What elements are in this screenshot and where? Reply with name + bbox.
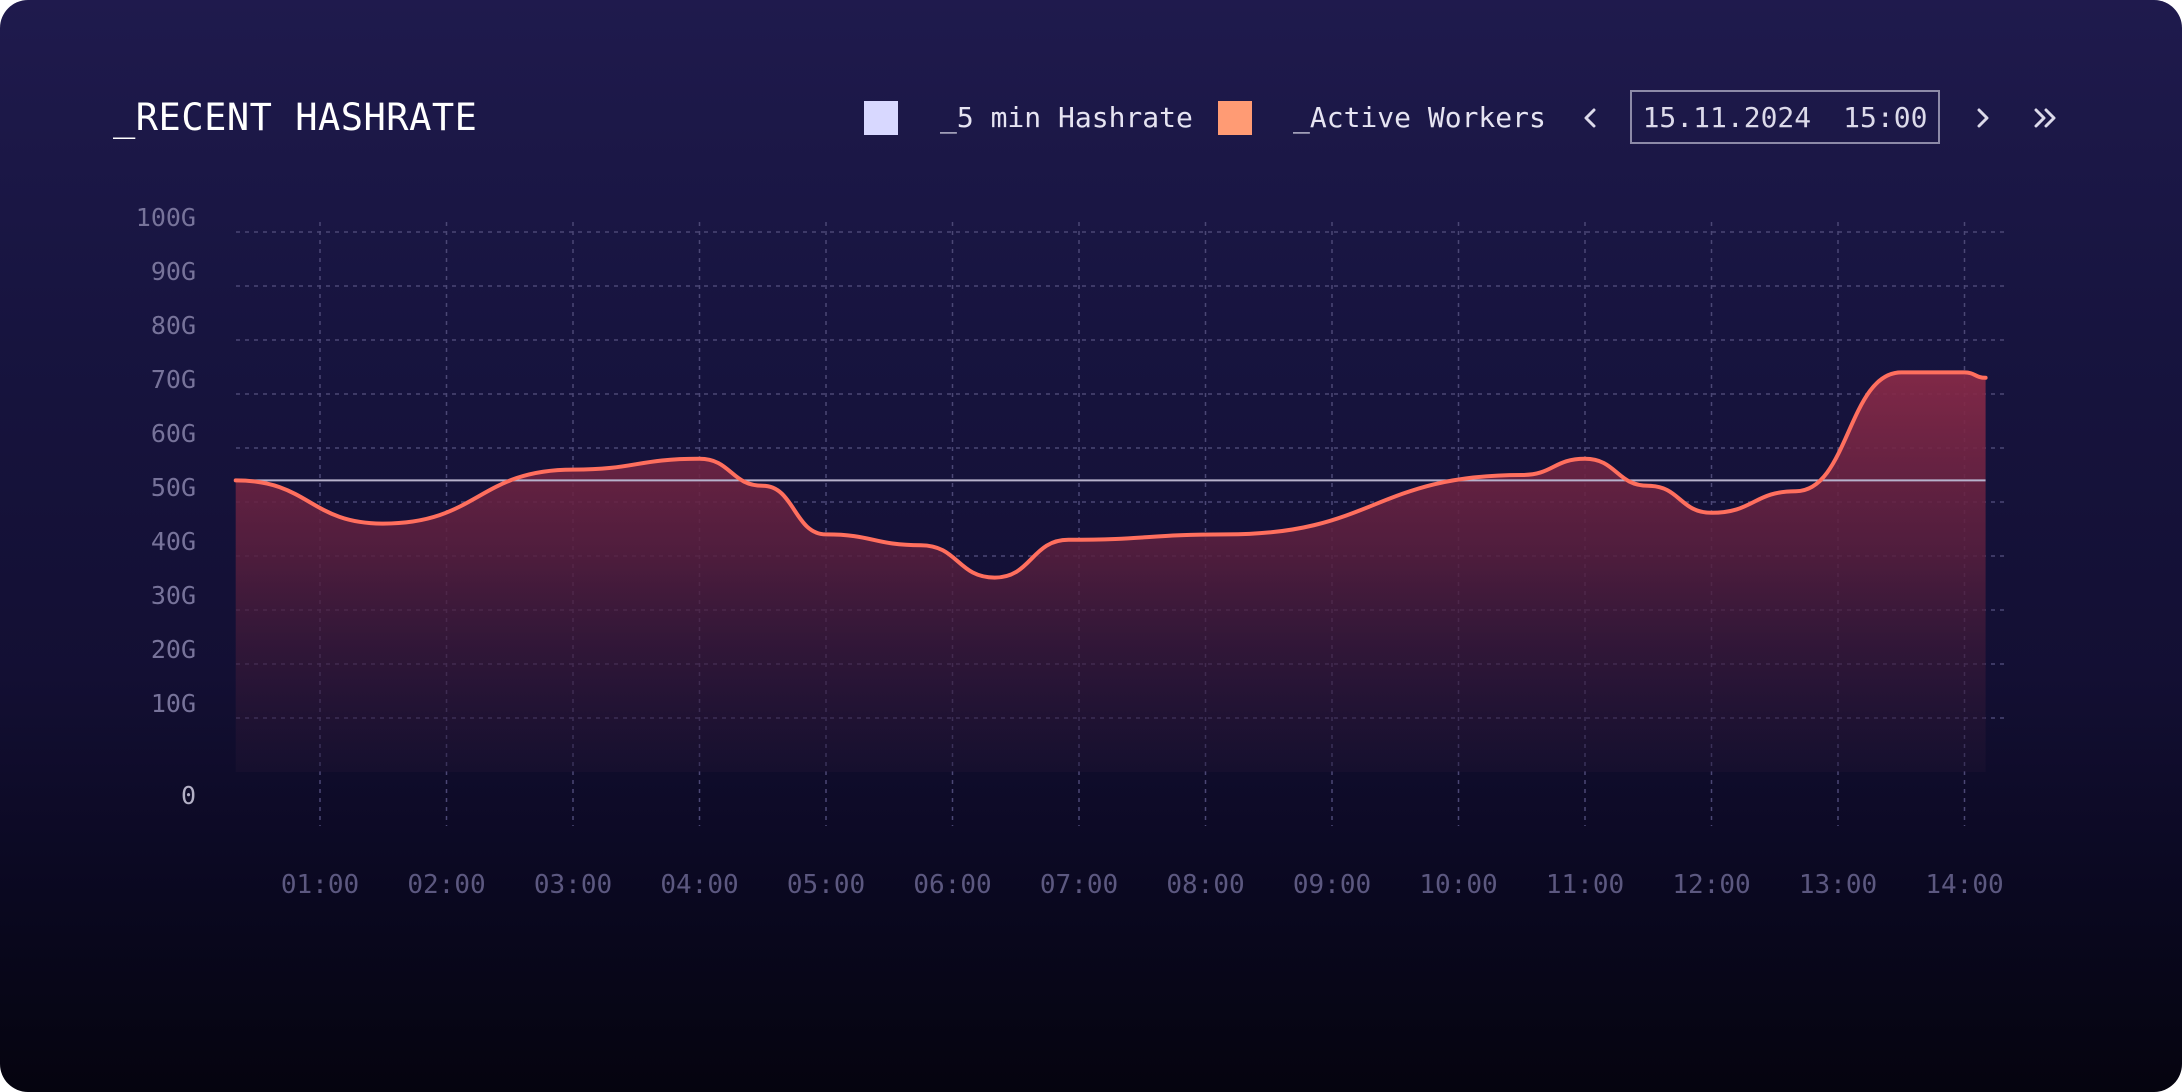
- next-button[interactable]: [1960, 96, 2004, 140]
- last-button[interactable]: [2024, 96, 2068, 140]
- date-value: 15.11.2024: [1642, 100, 1812, 134]
- y-tick-label: 80G: [151, 311, 196, 340]
- x-tick-label: 02:00: [407, 870, 485, 900]
- x-axis: 01:00 02:00 03:00 04:00 05:00 06:00 07:00 08:00…: [281, 870, 2004, 900]
- date-time-field[interactable]: 15.11.2024 15:00: [1630, 90, 1940, 144]
- x-tick-label: 08:00: [1166, 870, 1244, 900]
- prev-button[interactable]: [1569, 96, 1613, 140]
- page-title: _RECENT HASHRATE: [113, 96, 478, 139]
- x-tick-label: 14:00: [1925, 870, 2003, 900]
- x-tick-label: 11:00: [1546, 870, 1624, 900]
- time-value: 15:00: [1843, 100, 1928, 134]
- y-tick-label: 100G: [136, 203, 196, 232]
- x-tick-label: 05:00: [787, 870, 865, 900]
- y-tick-label: 50G: [151, 473, 196, 502]
- y-tick-label: 30G: [151, 581, 196, 610]
- chevron-right-icon: [1977, 108, 1989, 128]
- y-tick-label: 10G: [151, 689, 196, 718]
- x-tick-label: 04:00: [660, 870, 738, 900]
- legend-swatch-workers[interactable]: [1218, 101, 1252, 135]
- hashrate-line: [233, 370, 1988, 580]
- x-tick-label: 06:00: [913, 870, 991, 900]
- x-tick-label: 03:00: [534, 870, 612, 900]
- x-tick-label: 01:00: [281, 870, 359, 900]
- y-tick-label: 70G: [151, 365, 196, 394]
- legend-label-hashrate[interactable]: _5 min Hashrate: [940, 101, 1193, 134]
- x-tick-label: 12:00: [1672, 870, 1750, 900]
- x-tick-label: 09:00: [1293, 870, 1371, 900]
- chevron-double-right-icon: [2034, 108, 2056, 128]
- y-tick-label: 20G: [151, 635, 196, 664]
- legend-label-workers[interactable]: _Active Workers: [1293, 101, 1546, 134]
- legend-swatch-hashrate[interactable]: [864, 101, 898, 135]
- chevron-left-icon: [1584, 108, 1596, 128]
- y-axis: 0 10G 20G 30G 40G 50G 60G 70G 80G 90G 100G: [136, 203, 196, 810]
- y-tick-label: 0: [181, 781, 196, 810]
- y-tick-label: 40G: [151, 527, 196, 556]
- y-tick-label: 60G: [151, 419, 196, 448]
- line-layer: [233, 370, 1988, 580]
- x-tick-label: 07:00: [1040, 870, 1118, 900]
- y-tick-label: 90G: [151, 257, 196, 286]
- x-tick-label: 13:00: [1799, 870, 1877, 900]
- area-layer: [235, 372, 1986, 772]
- hashrate-area: [235, 372, 1986, 772]
- x-tick-label: 10:00: [1419, 870, 1497, 900]
